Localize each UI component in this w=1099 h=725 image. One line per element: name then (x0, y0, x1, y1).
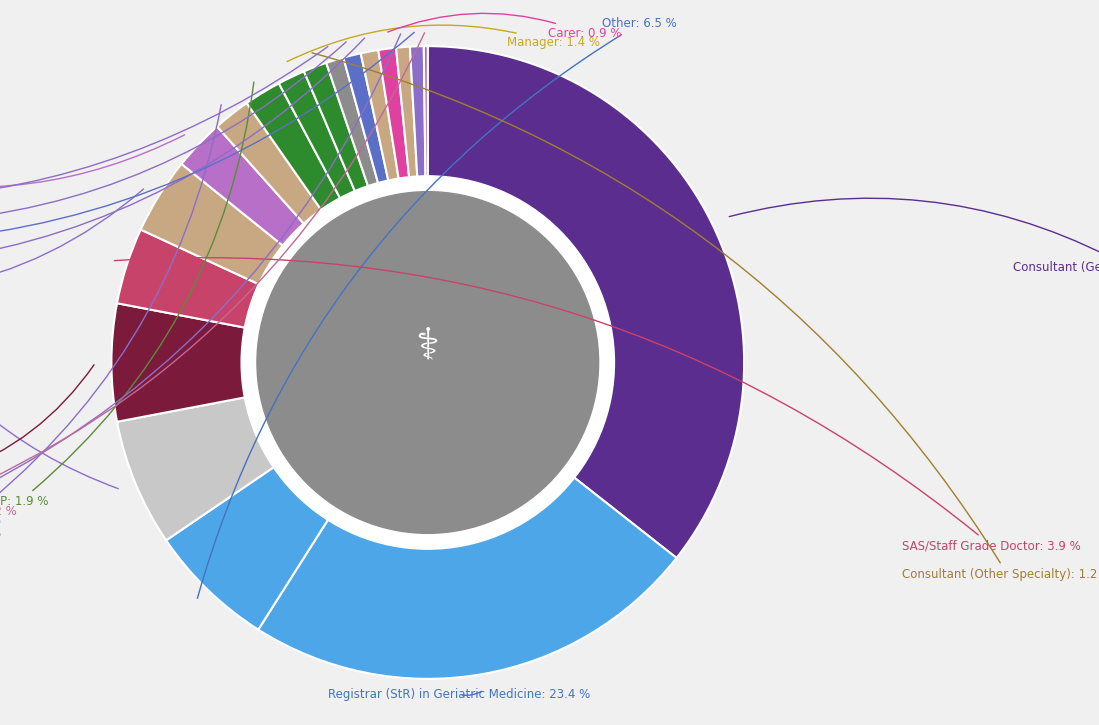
Text: Other pre-CCT Doctor Role: 0.2 %: Other pre-CCT Doctor Role: 0.2 % (0, 33, 424, 518)
Wedge shape (326, 57, 379, 188)
Wedge shape (410, 46, 425, 179)
Wedge shape (360, 50, 399, 183)
Wedge shape (246, 83, 342, 212)
Text: Specialist Nurse: 6.0 %: Specialist Nurse: 6.0 % (0, 365, 95, 489)
Wedge shape (378, 48, 409, 181)
Text: Physician Associate: 0.9 %: Physician Associate: 0.9 % (0, 38, 365, 274)
Text: Physiotherapist: 6.5 %: Physiotherapist: 6.5 % (0, 261, 119, 489)
Wedge shape (116, 397, 276, 540)
Wedge shape (279, 71, 356, 201)
Text: Speech and Language Therapist: 0.7 %: Speech and Language Therapist: 0.7 % (0, 33, 414, 249)
Text: Registrar (StR) in Geriatric Medicine: 23.4 %: Registrar (StR) in Geriatric Medicine: 2… (329, 688, 590, 701)
Wedge shape (218, 103, 323, 225)
Text: Health and Social Care: 2.6 %: Health and Social Care: 2.6 % (0, 135, 185, 187)
Text: Foundation Year Doctor: 0.7 %: Foundation Year Doctor: 0.7 % (0, 34, 401, 527)
Text: Consultant (Other Specialty): 1.2 %: Consultant (Other Specialty): 1.2 % (312, 53, 1099, 581)
Wedge shape (166, 465, 330, 629)
Wedge shape (181, 126, 306, 247)
Circle shape (241, 176, 614, 549)
Text: GP: 1.9 %: GP: 1.9 % (0, 82, 254, 508)
Wedge shape (396, 46, 418, 180)
Text: Other HCP role: 0.9 %: Other HCP role: 0.9 % (0, 42, 346, 230)
Text: Manager: 1.4 %: Manager: 1.4 % (287, 25, 600, 62)
Wedge shape (428, 46, 744, 558)
Text: ⚕: ⚕ (415, 326, 440, 368)
Text: Consultant (Geriatric Medicine): 35.6 %: Consultant (Geriatric Medicine): 35.6 % (730, 198, 1099, 274)
Wedge shape (141, 164, 285, 286)
Wedge shape (304, 63, 369, 194)
Wedge shape (343, 54, 389, 186)
Wedge shape (111, 303, 247, 422)
Text: Carer: 0.9 %: Carer: 0.9 % (388, 13, 622, 40)
Wedge shape (258, 476, 677, 679)
Text: Researcher (ageing and age-related conditions): 0.9 %: Researcher (ageing and age-related condi… (0, 46, 328, 199)
Text: IMT Doctor: 1.9 %: IMT Doctor: 1.9 % (0, 104, 221, 540)
Text: SAS/Staff Grade Doctor: 3.9 %: SAS/Staff Grade Doctor: 3.9 % (114, 257, 1081, 552)
Text: Occupational Therapist: 3.9 %: Occupational Therapist: 3.9 % (0, 189, 144, 299)
Wedge shape (116, 230, 262, 328)
Wedge shape (424, 46, 428, 179)
Circle shape (257, 191, 599, 534)
Text: Other: 6.5 %: Other: 6.5 % (198, 17, 677, 598)
